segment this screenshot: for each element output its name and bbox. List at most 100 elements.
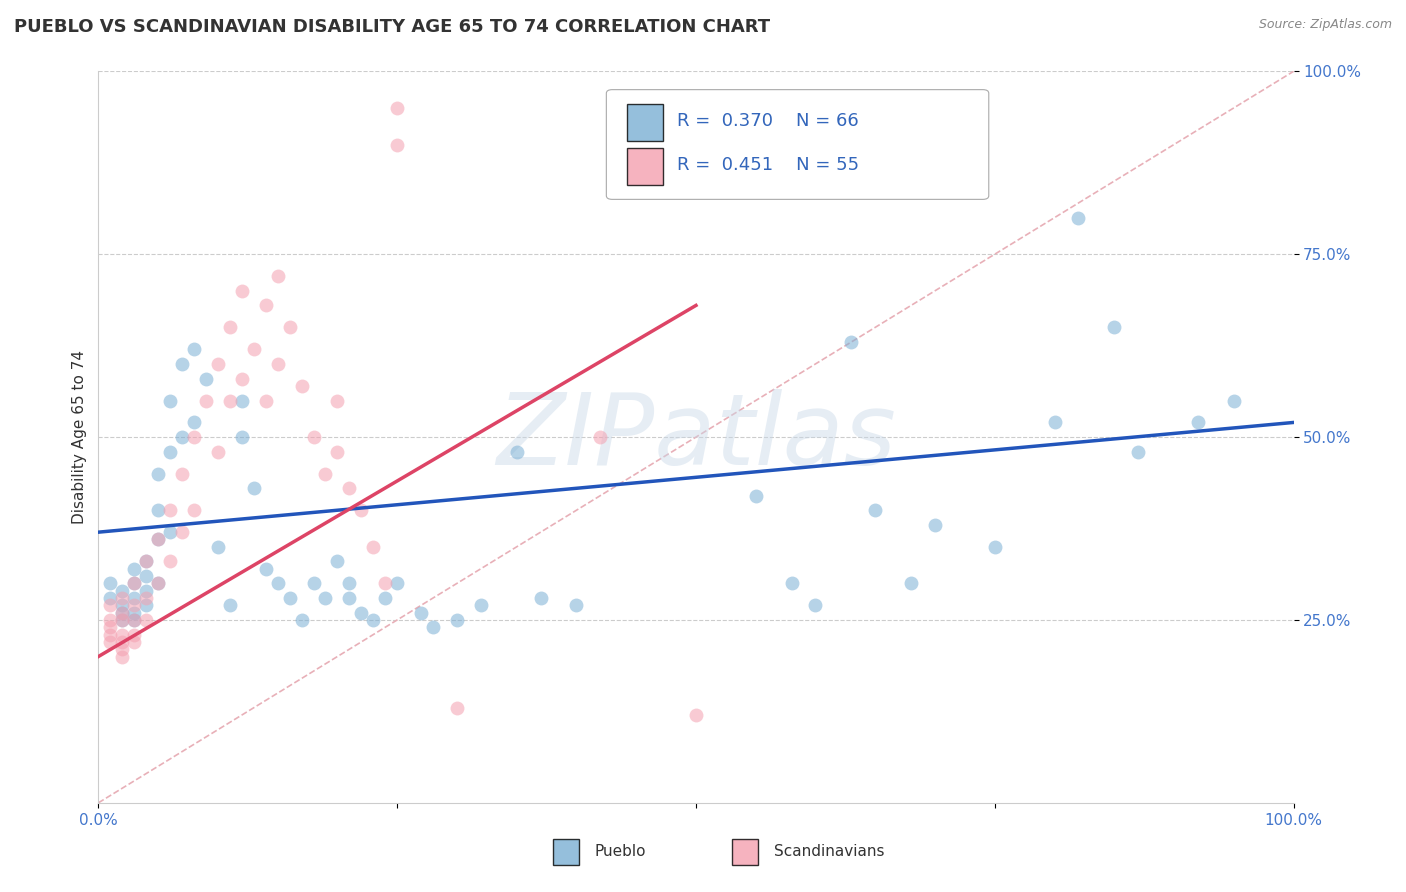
Point [745,489,768,503]
Point [339,576,361,591]
Point [183,430,205,444]
Y-axis label: Disability Age 65 to 74: Disability Age 65 to 74 [72,350,87,524]
Point [339,481,361,495]
Text: PUEBLO VS SCANDINAVIAN DISABILITY AGE 65 TO 74 CORRELATION CHART: PUEBLO VS SCANDINAVIAN DISABILITY AGE 65… [14,18,770,36]
Point [339,591,361,605]
Point [111,606,134,620]
Point [243,481,266,495]
Point [148,467,170,481]
Point [267,269,290,284]
Point [135,554,157,568]
Point [219,320,242,334]
Point [446,700,468,714]
Point [267,357,290,371]
Point [1187,416,1209,430]
Point [111,599,134,613]
Point [422,620,444,634]
Point [159,525,181,540]
Point [900,576,922,591]
Point [195,371,218,385]
Point [183,503,205,517]
Point [924,517,946,532]
Point [278,591,301,605]
Point [172,525,194,540]
Point [1067,211,1090,225]
Point [98,613,122,627]
Point [111,649,134,664]
Point [124,576,146,591]
Point [411,606,433,620]
Point [530,591,553,605]
Point [98,635,122,649]
Point [1104,320,1126,334]
Point [231,430,253,444]
Point [159,393,181,408]
Point [135,591,157,605]
Point [111,613,134,627]
Point [291,613,314,627]
Point [148,576,170,591]
Point [374,576,396,591]
Text: Source: ZipAtlas.com: Source: ZipAtlas.com [1258,18,1392,31]
Point [124,591,146,605]
Point [1043,416,1066,430]
Point [780,576,803,591]
Point [135,613,157,627]
Text: R =  0.370    N = 66: R = 0.370 N = 66 [676,112,859,130]
Point [231,393,253,408]
FancyBboxPatch shape [627,148,662,185]
Point [111,606,134,620]
Point [470,599,492,613]
Point [1223,393,1246,408]
Point [172,357,194,371]
Point [446,613,468,627]
Point [124,599,146,613]
Point [841,334,863,349]
Point [385,576,409,591]
Point [302,576,325,591]
Point [148,576,170,591]
Point [111,591,134,605]
Text: R =  0.451    N = 55: R = 0.451 N = 55 [676,156,859,174]
Point [207,444,229,458]
Point [98,599,122,613]
Point [350,503,373,517]
Point [326,444,349,458]
Point [804,599,827,613]
Point [159,503,181,517]
Point [183,416,205,430]
Point [350,606,373,620]
Point [111,583,134,598]
Point [207,540,229,554]
Point [291,379,314,393]
Point [111,613,134,627]
Point [124,613,146,627]
Point [195,393,218,408]
Point [219,599,242,613]
FancyBboxPatch shape [627,104,662,141]
Point [385,101,409,115]
Point [315,467,337,481]
Point [267,576,290,591]
Point [124,606,146,620]
Point [111,635,134,649]
Point [124,613,146,627]
Point [111,627,134,641]
Point [385,137,409,152]
Point [98,591,122,605]
Point [124,635,146,649]
Point [326,554,349,568]
Text: Pueblo: Pueblo [595,845,645,859]
Point [183,343,205,357]
Point [302,430,325,444]
Point [363,613,385,627]
Point [1128,444,1150,458]
Point [148,533,170,547]
Point [124,576,146,591]
Point [231,284,253,298]
Point [254,393,277,408]
Point [135,583,157,598]
Point [148,503,170,517]
Point [135,599,157,613]
Point [363,540,385,554]
